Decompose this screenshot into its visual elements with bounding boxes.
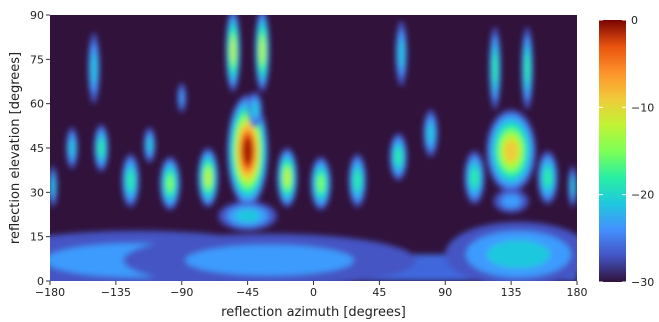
heatmap-cell [470,167,479,188]
y-axis: 0 15 30 45 60 75 90 [30,9,50,288]
y-tick-label: 60 [30,98,44,111]
heatmap-cell [525,53,530,84]
y-tick-label: 90 [30,9,44,22]
colorbar-tick-label: −10 [631,101,654,114]
heatmap-cell [492,53,498,84]
x-tick-label: −180 [35,286,65,299]
heatmap-cell [234,209,261,223]
heatmap-cell [179,89,185,107]
heatmap-cell [205,168,212,187]
colorbar-ticks: 0 −10 −20 −30 [599,14,654,289]
y-tick-label: 15 [30,231,44,244]
heatmap-cell [230,38,236,63]
x-axis: −180 −135 −90 −45 0 45 90 135 180 [35,281,588,299]
x-tick-label: −90 [170,286,193,299]
heatmap-cell [166,174,174,192]
x-tick-label: 0 [310,286,317,299]
y-tick-label: 30 [30,186,44,199]
x-tick-label: −45 [236,286,259,299]
heatmap-cell [185,245,354,276]
heatmap-cell [501,194,522,208]
x-axis-label: reflection azimuth [degrees] [221,305,406,320]
colorbar-tick-label: 0 [631,14,638,27]
x-tick-label: −135 [101,286,131,299]
plot-area [50,15,577,281]
heatmap-cell [91,52,97,84]
heatmap-cell [51,177,55,196]
heatmap-cell [147,137,153,153]
heatmap-cell [395,148,402,166]
x-tick-label: 45 [372,286,386,299]
heatmap-cell [354,170,361,191]
y-tick-label: 45 [30,142,44,155]
heatmap-cell [127,170,134,191]
heatmap-cell [544,167,552,188]
heatmap-cell [504,139,518,163]
colorbar-tick-label: −20 [631,189,654,202]
heatmap-cell [260,38,265,63]
x-tick-label: 90 [438,286,452,299]
heatmap-cell [570,177,575,196]
y-tick-label: 0 [37,275,44,288]
colorbar: 0 −10 −20 −30 [599,14,654,289]
heatmap-cell [242,137,253,165]
colorbar-tick-label: −30 [631,276,654,289]
heatmap-cell [398,39,404,68]
heatmap-cell [69,139,75,157]
heatmap-cell [251,101,259,118]
x-tick-label: 135 [501,286,522,299]
y-axis-label: reflection elevation [degrees] [8,52,23,244]
colorbar-gradient [599,20,626,282]
heatmap-cell [427,122,434,144]
y-tick-label: 75 [30,53,44,66]
heatmap-cell [317,174,325,192]
x-tick-label: 180 [567,286,588,299]
heatmap-cell [486,240,551,269]
heatmap-cell [98,139,104,157]
heatmap-cells [50,15,577,281]
heatmap-cell [284,168,291,187]
